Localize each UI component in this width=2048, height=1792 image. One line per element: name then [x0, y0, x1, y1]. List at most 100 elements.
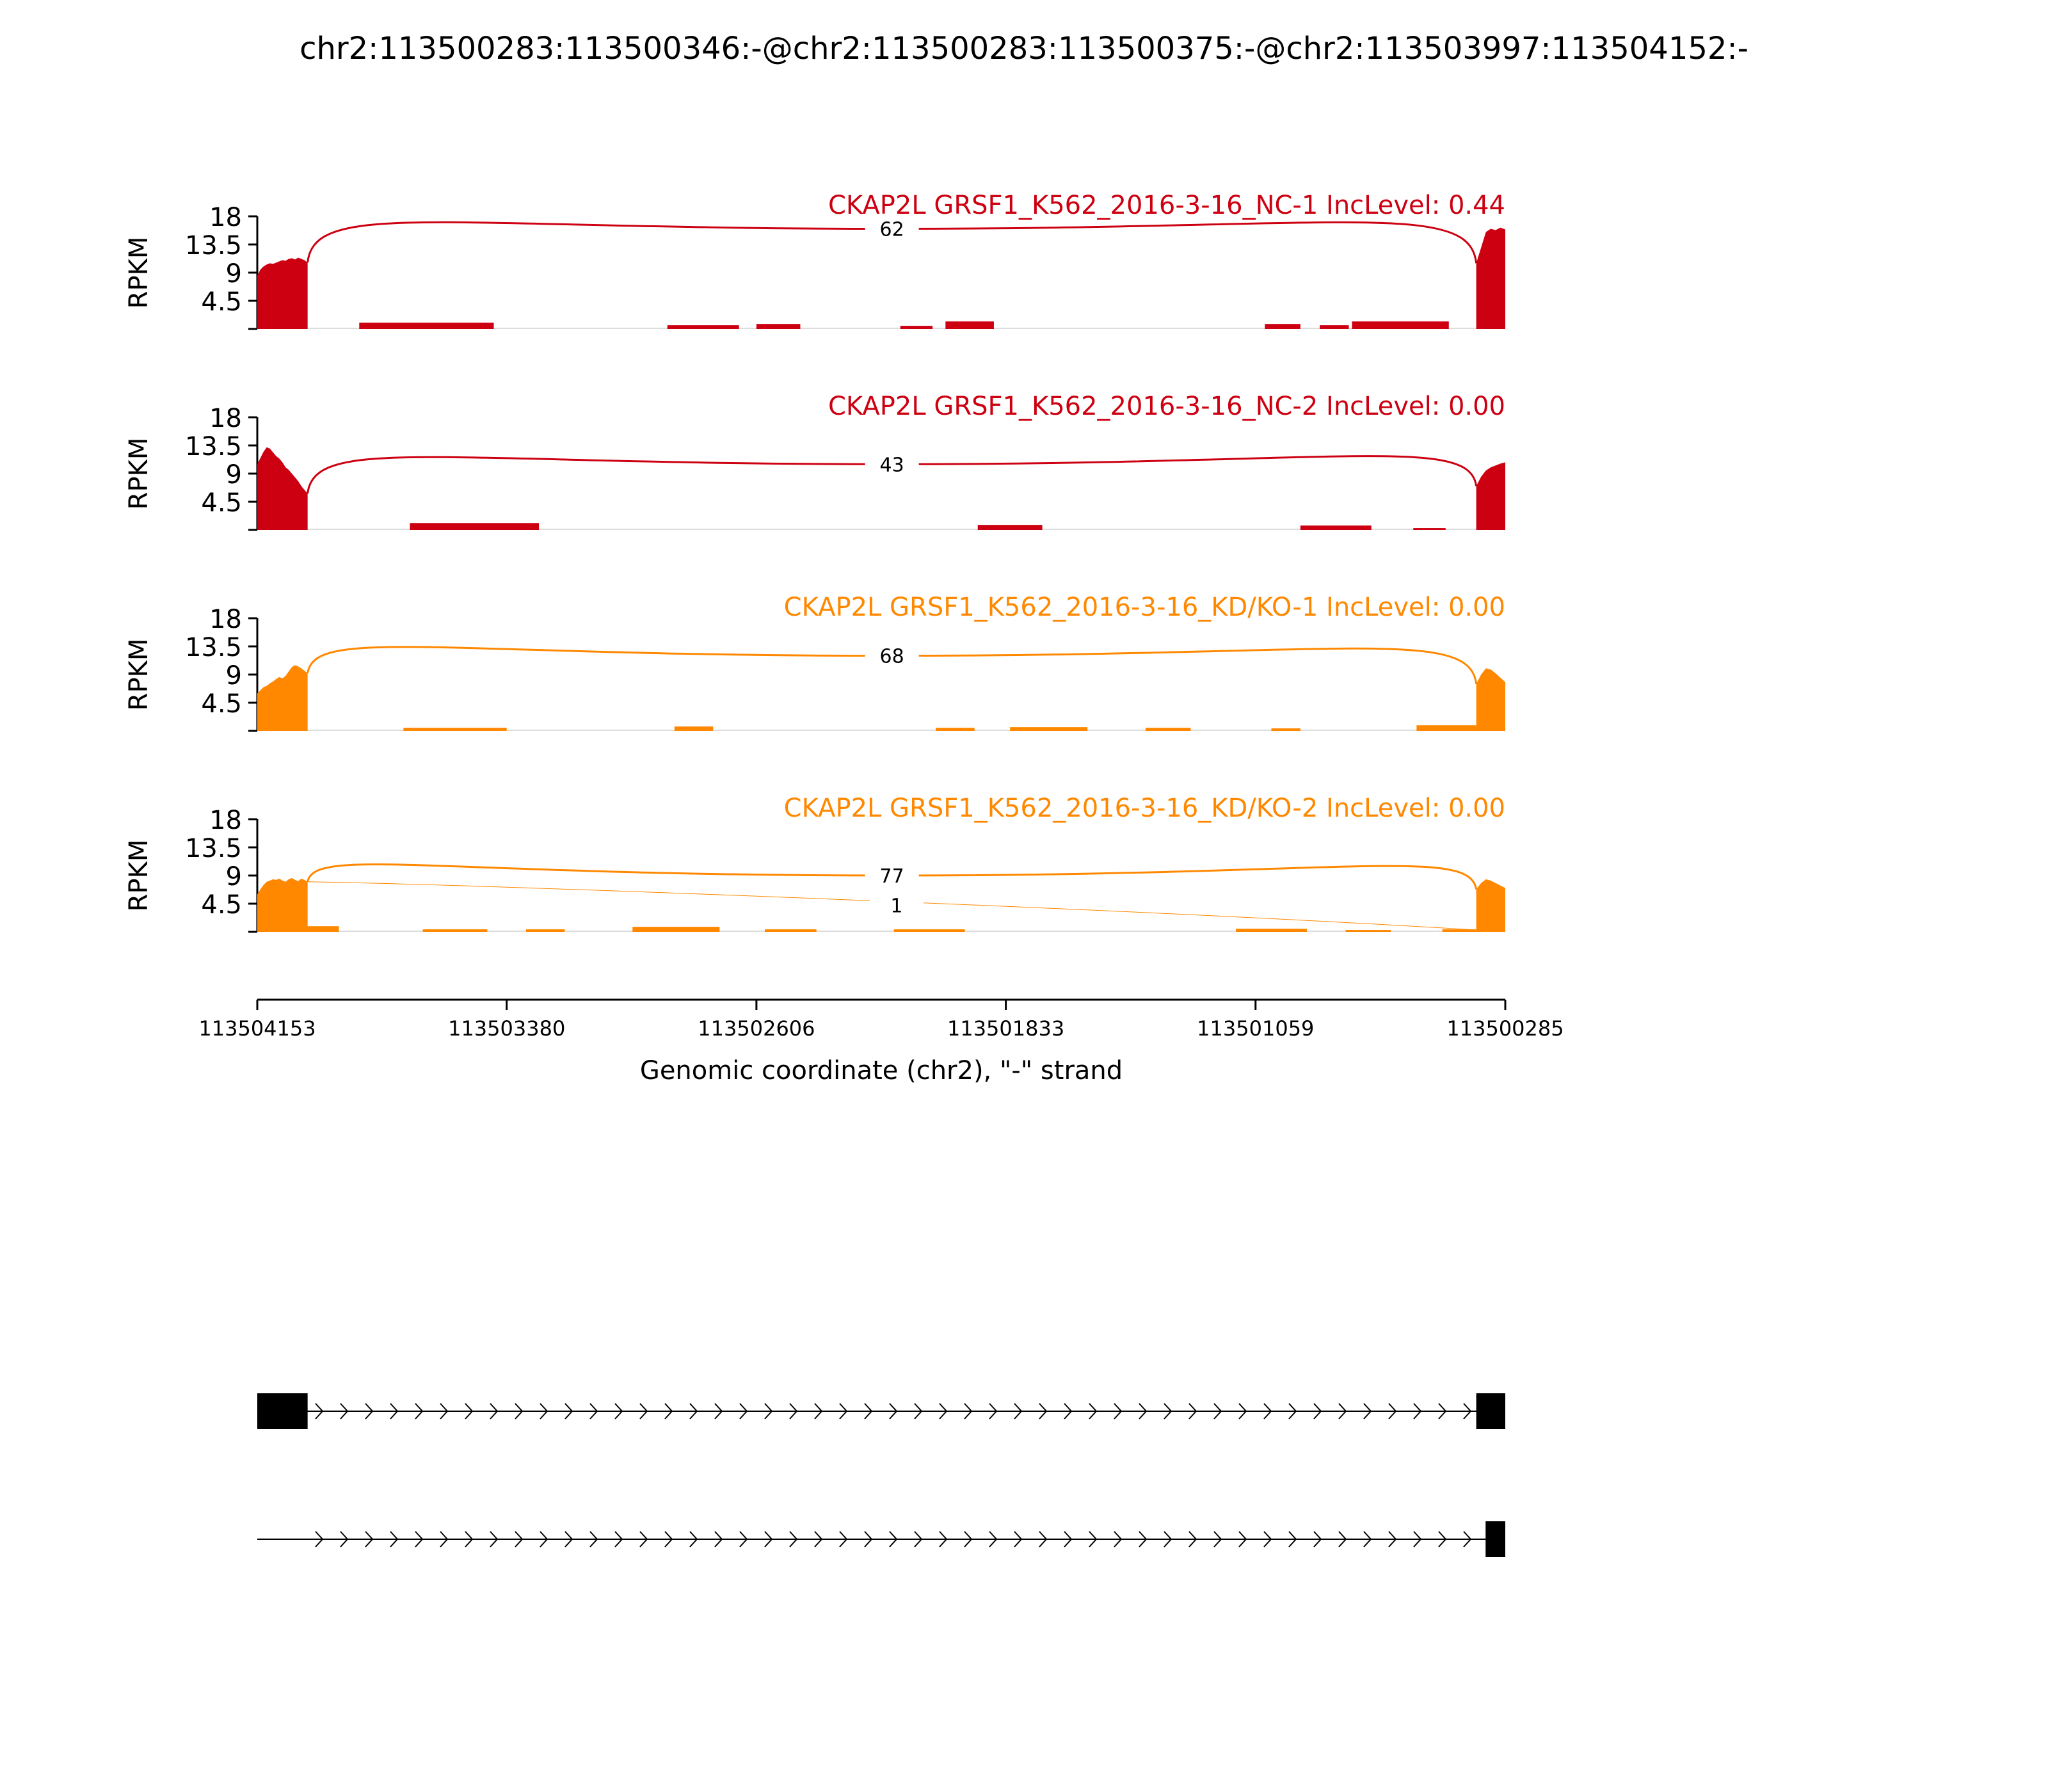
strand-arrow — [914, 1531, 923, 1548]
intron-coverage — [1320, 325, 1349, 329]
strand-arrow — [889, 1531, 898, 1548]
strand-arrow — [689, 1531, 698, 1548]
strand-arrow — [589, 1403, 598, 1420]
intron-coverage — [1413, 528, 1446, 530]
strand-arrow — [1114, 1531, 1123, 1548]
strand-arrow — [864, 1531, 873, 1548]
intron-coverage — [936, 728, 975, 731]
junction-count: 68 — [880, 646, 904, 668]
intron-coverage — [403, 728, 507, 731]
y-tick-label: 4.5 — [201, 488, 242, 518]
strand-arrow — [714, 1531, 723, 1548]
intron-coverage — [667, 325, 739, 329]
strand-arrow — [465, 1403, 474, 1420]
strand-arrow — [664, 1403, 673, 1420]
strand-arrow — [390, 1403, 399, 1420]
y-tick-label: 13.5 — [185, 231, 242, 260]
strand-arrow — [440, 1531, 449, 1548]
intron-coverage — [525, 929, 565, 932]
strand-arrow — [814, 1531, 823, 1548]
strand-arrow — [340, 1531, 349, 1548]
strand-arrow — [964, 1531, 973, 1548]
strand-arrow — [564, 1403, 573, 1420]
strand-arrow — [1039, 1403, 1048, 1420]
strand-arrow — [614, 1531, 623, 1548]
strand-arrow — [639, 1403, 648, 1420]
strand-arrow — [1089, 1531, 1098, 1548]
strand-arrow — [1164, 1403, 1172, 1420]
strand-arrow — [1114, 1403, 1123, 1420]
strand-arrow — [1388, 1531, 1397, 1548]
strand-arrow — [1463, 1531, 1472, 1548]
strand-arrow — [614, 1403, 623, 1420]
strand-arrow — [1288, 1531, 1297, 1548]
strand-arrow — [1438, 1403, 1447, 1420]
strand-arrow — [989, 1403, 998, 1420]
intron-coverage — [977, 525, 1043, 530]
strand-arrow — [1014, 1403, 1023, 1420]
strand-arrow — [1014, 1531, 1023, 1548]
exon-block — [1476, 1393, 1505, 1429]
strand-arrow — [440, 1403, 449, 1420]
strand-arrow — [490, 1531, 499, 1548]
intron-coverage — [359, 323, 494, 329]
strand-arrow — [1139, 1403, 1148, 1420]
strand-arrow — [1338, 1531, 1347, 1548]
intron-coverage — [674, 726, 714, 731]
strand-arrow — [764, 1531, 773, 1548]
strand-arrow — [1313, 1403, 1322, 1420]
x-tick-label: 113501833 — [947, 1016, 1064, 1041]
y-axis-label: RPKM — [124, 237, 154, 309]
strand-arrow — [939, 1531, 948, 1548]
upstream-exon-coverage — [257, 665, 308, 731]
intron-coverage — [1352, 321, 1449, 329]
strand-arrow — [1039, 1531, 1048, 1548]
intron-coverage — [756, 324, 801, 329]
y-tick-label: 4.5 — [201, 689, 242, 719]
strand-arrow — [564, 1531, 573, 1548]
strand-arrow — [1463, 1403, 1472, 1420]
intron-coverage — [1442, 929, 1476, 932]
strand-arrow — [1238, 1531, 1247, 1548]
y-tick-label: 18 — [209, 203, 242, 232]
x-axis-label: Genomic coordinate (chr2), "-" strand — [640, 1056, 1123, 1085]
strand-arrow — [315, 1531, 324, 1548]
strand-arrow — [1139, 1531, 1148, 1548]
exon-block — [257, 1393, 308, 1429]
y-tick-label: 9 — [226, 259, 242, 289]
strand-arrow — [814, 1403, 823, 1420]
strand-arrow — [1064, 1403, 1073, 1420]
strand-arrow — [340, 1403, 349, 1420]
y-tick-label: 9 — [226, 661, 242, 691]
strand-arrow — [1313, 1531, 1322, 1548]
intron-coverage — [1271, 728, 1300, 731]
strand-arrow — [365, 1531, 374, 1548]
y-tick-label: 13.5 — [185, 834, 242, 863]
intron-coverage — [945, 321, 994, 329]
strand-arrow — [1438, 1531, 1447, 1548]
downstream-exon-coverage — [1476, 668, 1505, 731]
figure-title: chr2:113500283:113500346:-@chr2:11350028… — [300, 31, 1748, 67]
y-tick-label: 4.5 — [201, 287, 242, 317]
y-tick-label: 18 — [209, 404, 242, 433]
strand-arrow — [415, 1531, 424, 1548]
x-tick-label: 113502606 — [698, 1016, 815, 1041]
y-tick-label: 9 — [226, 862, 242, 892]
isoform-track — [257, 1393, 1505, 1557]
downstream-exon-coverage — [1476, 227, 1505, 329]
strand-arrow — [1188, 1531, 1197, 1548]
isoform — [257, 1393, 1505, 1429]
intron-coverage — [1300, 525, 1372, 530]
strand-arrow — [315, 1403, 324, 1420]
strand-arrow — [1263, 1531, 1272, 1548]
downstream-exon-coverage — [1476, 879, 1505, 932]
strand-arrow — [415, 1403, 424, 1420]
strand-arrow — [714, 1403, 723, 1420]
junction-count-box — [865, 214, 919, 242]
sample-label: CKAP2L GRSF1_K562_2016-3-16_NC-1 IncLeve… — [828, 191, 1505, 220]
intron-coverage — [1265, 324, 1300, 329]
